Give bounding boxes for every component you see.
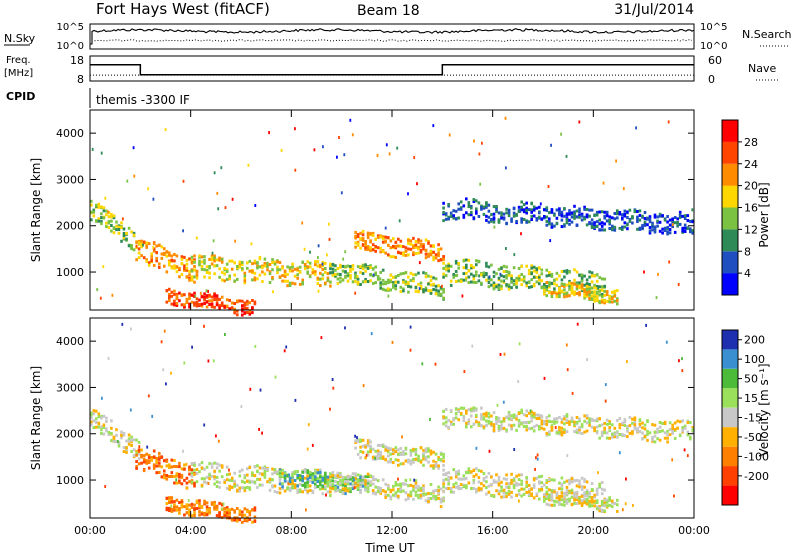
nsky-trace — [90, 28, 695, 45]
power-swatch-0 — [722, 273, 738, 295]
velocity-swatch-6 — [722, 446, 738, 467]
scatter-band-6 — [354, 438, 445, 472]
power-swatch-3 — [722, 207, 738, 230]
xlabel: Time UT — [364, 541, 415, 554]
power-swatch-6 — [722, 141, 738, 164]
cpid-label: CPID — [6, 90, 35, 103]
velocity-ylabel: Slant Range [km] — [29, 366, 43, 470]
power-tick-1: 8 — [744, 245, 751, 258]
cpid-value: themis -3300 IF — [96, 93, 190, 107]
power-tick-3: 16 — [744, 202, 758, 215]
freq-right-tick-top: 60 — [708, 54, 722, 67]
scatter-band-7 — [442, 406, 695, 444]
freq-right-tick-bottom: 0 — [708, 73, 715, 86]
power-swatch-1 — [722, 251, 738, 274]
y-tick-label-2: 3000 — [56, 173, 84, 186]
velocity-swatch-4 — [722, 407, 738, 428]
nsearch-label: N.Search — [742, 28, 792, 41]
scatter-band-9 — [543, 488, 619, 514]
scatter-band-6 — [442, 197, 695, 236]
x-tick-label-6: 00:00 — [678, 524, 710, 537]
velocity-swatch-0 — [722, 330, 738, 350]
scatter-band-1 — [135, 239, 196, 284]
freq-left-tick-top: 18 — [70, 54, 84, 67]
velocity-tick-4: -15 — [744, 412, 762, 425]
velocity-swatch-1 — [722, 349, 738, 369]
velocity-tick-7: -200 — [744, 470, 769, 483]
scatter-band-7 — [442, 258, 606, 299]
beam-title: Beam 18 — [357, 3, 420, 19]
velocity-swatch-3 — [722, 388, 738, 408]
scatter-band-0 — [90, 409, 141, 461]
scatter-band-2 — [165, 496, 257, 524]
scatter-band-4 — [329, 262, 445, 301]
power-tick-4: 20 — [744, 180, 758, 193]
scatter-band-5 — [354, 229, 445, 263]
power-tick-5: 24 — [744, 158, 758, 171]
nsky-label: N.Sky — [4, 32, 36, 45]
velocity-swatch-8 — [722, 485, 738, 505]
x-tick-label-3: 12:00 — [376, 524, 408, 537]
scatter-band-5 — [329, 471, 445, 509]
power-colorbar: 4 8 12 16 20 24 28 — [721, 119, 758, 296]
power-swatch-2 — [722, 229, 738, 252]
noise-left-tick-bottom: 10^0 — [57, 41, 84, 52]
cpid-row: CPID themis -3300 IF — [6, 88, 190, 108]
velocity-tick-6: -100 — [744, 450, 769, 463]
power-swatch-5 — [722, 163, 738, 186]
freq-panel: Freq. [MHz] 18 8 60 0 Nave — [4, 54, 778, 86]
x-tick-label-0: 00:00 — [74, 524, 106, 537]
scatter-band-3 — [190, 254, 332, 288]
scattered-echoes — [101, 322, 689, 512]
scatter-band-3 — [190, 461, 332, 498]
scatter-band-8 — [543, 281, 619, 306]
power-tick-0: 4 — [744, 267, 751, 280]
x-tick-label-1: 04:00 — [175, 524, 207, 537]
velocity-swatch-2 — [722, 368, 738, 389]
x-tick-label-4: 16:00 — [477, 524, 509, 537]
y-tick-label-2: 3000 — [56, 381, 84, 394]
y-tick-label-1: 2000 — [56, 220, 84, 233]
x-tick-label-2: 08:00 — [275, 524, 307, 537]
freq-label: Freq. — [6, 55, 31, 66]
power-tick-6: 28 — [744, 136, 758, 149]
nsearch-trace — [91, 39, 693, 42]
velocity-tick-3: 15 — [744, 392, 758, 405]
nave-label: Nave — [748, 62, 776, 75]
station-title: Fort Hays West (fitACF) — [96, 0, 270, 18]
x-tick-label-5: 20:00 — [577, 524, 609, 537]
date-title: 31/Jul/2014 — [614, 2, 694, 18]
power-ylabel: Slant Range [km] — [29, 158, 43, 262]
scatter-band-1 — [135, 448, 196, 490]
y-tick-label-0: 1000 — [56, 266, 84, 279]
velocity-swatch-7 — [722, 466, 738, 486]
power-tick-2: 12 — [744, 223, 758, 236]
y-tick-label-0: 1000 — [56, 474, 84, 487]
noise-left-tick-top: 10^5 — [57, 22, 84, 33]
scatter-band-2 — [165, 287, 257, 317]
power-colorbar-label: Power [dB] — [757, 182, 771, 247]
scattered-echoes — [91, 116, 694, 300]
power-panel: 1000 2000 3000 4000 — [56, 109, 695, 317]
noise-right-tick-bottom: 10^0 — [700, 41, 727, 52]
velocity-swatch-5 — [722, 427, 738, 447]
velocity-tick-1: 100 — [744, 353, 765, 366]
velocity-colorbar-label: Velocity [m s⁻¹] — [757, 363, 771, 456]
scatter-band-0 — [90, 199, 141, 252]
power-swatch-4 — [722, 185, 738, 208]
velocity-tick-5: -50 — [744, 431, 762, 444]
y-tick-label-1: 2000 — [56, 428, 84, 441]
noise-panel: N.Sky 10^5 10^0 10^5 10^0 N.Search — [4, 22, 792, 52]
freq-left-tick-bottom: 8 — [77, 73, 84, 86]
freq-unit-label: [MHz] — [4, 68, 33, 79]
y-tick-label-3: 4000 — [56, 127, 84, 140]
noise-right-tick-top: 10^5 — [700, 22, 727, 33]
power-swatch-7 — [722, 120, 738, 142]
velocity-colorbar: 200 100 50 15 -15 -50 -100 -200 — [721, 329, 769, 506]
y-tick-label-3: 4000 — [56, 335, 84, 348]
velocity-panel: 1000 2000 3000 4000 00:00 04:00 08:00 12:00 16:0… — [56, 317, 710, 537]
velocity-tick-0: 200 — [744, 334, 765, 347]
velocity-tick-2: 50 — [744, 373, 758, 386]
